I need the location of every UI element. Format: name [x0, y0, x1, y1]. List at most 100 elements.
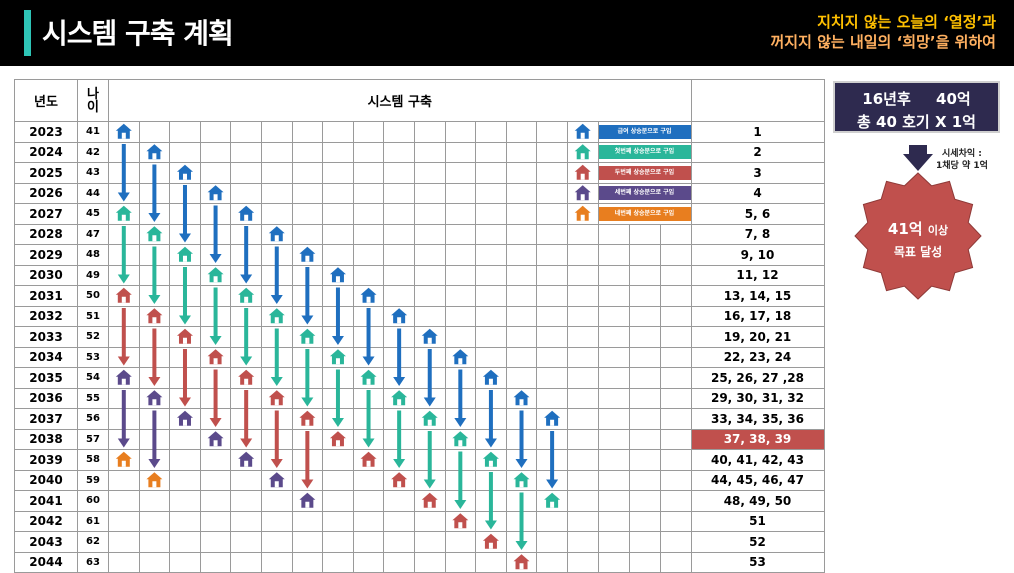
grid-cell [659, 223, 692, 245]
page-title: 시스템 구축 계획 [42, 17, 234, 50]
grid-cell [444, 141, 477, 163]
grid-cell [413, 141, 446, 163]
grid-cell [199, 203, 232, 225]
grid-cell [659, 531, 692, 553]
grid-cell [291, 510, 324, 532]
grid-cell [199, 531, 232, 553]
grid-cell [291, 490, 324, 512]
grid-cell [352, 121, 385, 143]
year-cell: 2023 [14, 121, 78, 143]
grid-cell [291, 449, 324, 471]
grid-cell [352, 182, 385, 204]
grid-cell [230, 223, 262, 245]
grid-cell [322, 449, 354, 471]
grid-cell [566, 182, 599, 204]
grid-cell [108, 428, 140, 450]
grid-cell [230, 326, 262, 348]
age-cell: 54 [77, 367, 109, 389]
grid-cell [230, 305, 262, 327]
grid-cell [322, 285, 354, 307]
grid-cell [169, 141, 201, 163]
grid-cell [383, 244, 415, 266]
grid-cell [566, 305, 599, 327]
grid-cell [260, 428, 293, 450]
year-cell: 2026 [14, 182, 78, 204]
grid-cell [628, 305, 661, 327]
year-cell: 2041 [14, 490, 78, 512]
age-cell: 52 [77, 326, 109, 348]
grid-cell [475, 182, 507, 204]
legend-item: 네번째 상승분으로 구입 [598, 206, 691, 221]
grid-cell [566, 387, 599, 409]
grid-cell [505, 182, 538, 204]
grid-cell [413, 428, 446, 450]
grid-cell [352, 264, 385, 286]
grid-cell [352, 162, 385, 184]
grid-cell [169, 285, 201, 307]
table-row: 2026 44 세번째 상승분으로 구입 4 [14, 182, 825, 204]
grid-cell [597, 346, 630, 368]
grid-cell [475, 428, 507, 450]
age-cell: 47 [77, 223, 109, 245]
grid-cell [199, 490, 232, 512]
grid-cell [444, 428, 477, 450]
age-cell: 55 [77, 387, 109, 409]
grid-cell [138, 510, 171, 532]
grid-cell [138, 367, 171, 389]
grid-cell [505, 449, 538, 471]
grid-cell [199, 326, 232, 348]
grid-cell [566, 121, 599, 143]
grid-cell [138, 326, 171, 348]
grid-cell [138, 162, 171, 184]
grid-cell [138, 428, 171, 450]
grid-cell [169, 469, 201, 491]
grid-cell [566, 490, 599, 512]
grid-cell [199, 346, 232, 368]
grid-cell [536, 346, 568, 368]
grid-cell [230, 428, 262, 450]
grid-cell [291, 141, 324, 163]
age-cell: 60 [77, 490, 109, 512]
table-row: 2035 54 25, 26, 27 ,28 [14, 367, 825, 389]
grid-cell [566, 510, 599, 532]
table-row: 2041 60 48, 49, 50 [14, 490, 825, 512]
grid-cell [169, 551, 201, 573]
grid-cell [322, 141, 354, 163]
year-cell: 2034 [14, 346, 78, 368]
grid-cell [138, 121, 171, 143]
grid-cell [352, 469, 385, 491]
grid-cell [108, 141, 140, 163]
market-note: 시세차익 : 1채당 약 1억 [936, 148, 988, 172]
house-count-cell: 1 [690, 121, 825, 143]
legend-cell: 두번째 상승분으로 구입 [597, 162, 692, 184]
grid-cell [659, 346, 692, 368]
grid-cell [505, 121, 538, 143]
age-cell: 49 [77, 264, 109, 286]
grid-cell [444, 223, 477, 245]
grid-cell [199, 551, 232, 573]
house-count-cell: 53 [690, 551, 825, 573]
table-row: 2038 57 37, 38, 39 [14, 428, 825, 450]
grid-cell [566, 223, 599, 245]
grid-cell [138, 408, 171, 430]
grid-cell [566, 408, 599, 430]
grid-cell [444, 387, 477, 409]
grid-cell [536, 531, 568, 553]
grid-cell [536, 141, 568, 163]
summary-years: 16년후 [862, 90, 911, 108]
grid-cell [108, 346, 140, 368]
legend-cell: 네번째 상승분으로 구입 [597, 203, 692, 225]
grid-cell [230, 182, 262, 204]
grid-cell [444, 449, 477, 471]
grid-cell [291, 551, 324, 573]
grid-cell [505, 367, 538, 389]
grid-cell [230, 408, 262, 430]
grid-cell [444, 244, 477, 266]
grid-cell [383, 203, 415, 225]
grid-cell [322, 469, 354, 491]
legend-item: 세번째 상승분으로 구입 [598, 186, 691, 201]
grid-cell [291, 264, 324, 286]
age-cell: 51 [77, 305, 109, 327]
age-cell: 45 [77, 203, 109, 225]
age-cell: 43 [77, 162, 109, 184]
